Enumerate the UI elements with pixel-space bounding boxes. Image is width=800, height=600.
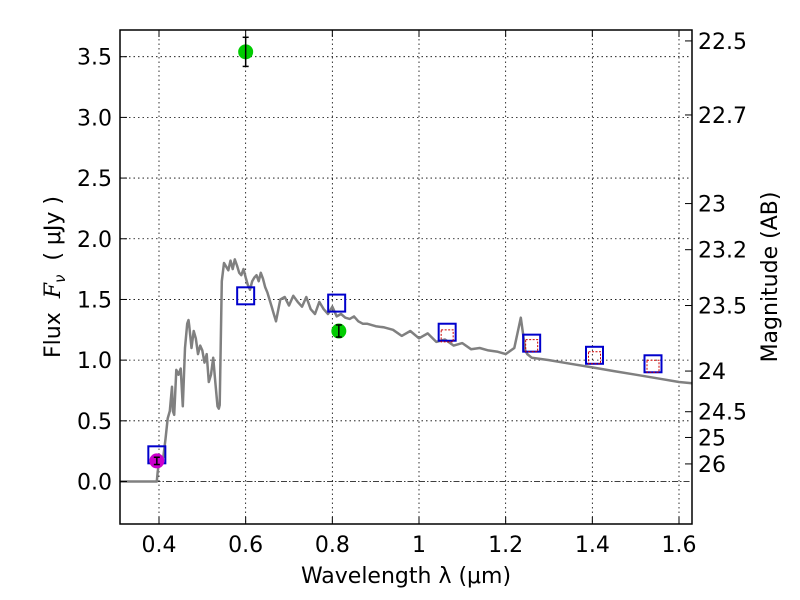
magnitude-tick-label: 23.5 (698, 295, 747, 320)
x-tick-label: 0.4 (142, 533, 177, 558)
blue-box-point (437, 322, 457, 342)
red-box-point (440, 329, 454, 343)
y-tick-label: 1.0 (77, 349, 112, 374)
grid (120, 30, 692, 524)
y-axis-label-subscript: ν (51, 275, 69, 283)
magnitude-tick-label: 22.5 (698, 30, 747, 55)
magnitude-tick-label: 26 (698, 453, 726, 478)
magnitude-tick-label: 25 (698, 426, 726, 451)
x-tick-label: 1.6 (662, 533, 697, 558)
sed-template-line (120, 258, 693, 483)
x-axis-label: Wavelength λ (μm) (301, 564, 511, 589)
plot-area (120, 36, 693, 483)
y-axis-label-symbol: F (41, 282, 66, 299)
magnitude-tick-label: 22.7 (698, 104, 747, 129)
red-box-point (588, 351, 601, 365)
y-tick-label: 1.5 (77, 288, 112, 313)
red-box-point (646, 359, 660, 373)
ticks: 0.4 0.6 0.8 1 1.2 1.4 1.6 0.0 0.5 1.0 1.5 2.0 2.5 3.0… (77, 30, 747, 558)
x-tick-label: 1.2 (488, 533, 523, 558)
y-tick-label: 3.5 (77, 46, 112, 71)
y-axis-label-suffix: ( μJy ) (41, 196, 66, 275)
y-tick-label: 0.5 (77, 410, 112, 435)
magnitude-tick-label: 24.5 (698, 401, 747, 426)
y-tick-label: 2.5 (77, 167, 112, 192)
y-tick-label: 2.0 (77, 228, 112, 253)
plot-frame (119, 29, 693, 525)
y-tick-label: 3.0 (77, 106, 112, 131)
y2-axis-label: Magnitude (AB) (758, 192, 783, 363)
magnitude-tick-label: 24 (698, 360, 726, 385)
red-box-point (525, 339, 539, 353)
y-axis-label: Flux Fν ( μJy ) (41, 196, 69, 358)
magnitude-tick-label: 23.2 (698, 239, 747, 264)
x-tick-label: 1.4 (575, 533, 610, 558)
y-tick-label: 0.0 (77, 471, 112, 496)
blue-box-point (236, 286, 256, 306)
x-tick-label: 1 (412, 533, 426, 558)
blue-box-point (327, 293, 347, 313)
magnitude-tick-label: 23 (698, 193, 726, 218)
y-axis-label-prefix: Flux (41, 298, 66, 358)
x-tick-label: 0.6 (228, 533, 263, 558)
x-tick-label: 0.8 (315, 533, 350, 558)
